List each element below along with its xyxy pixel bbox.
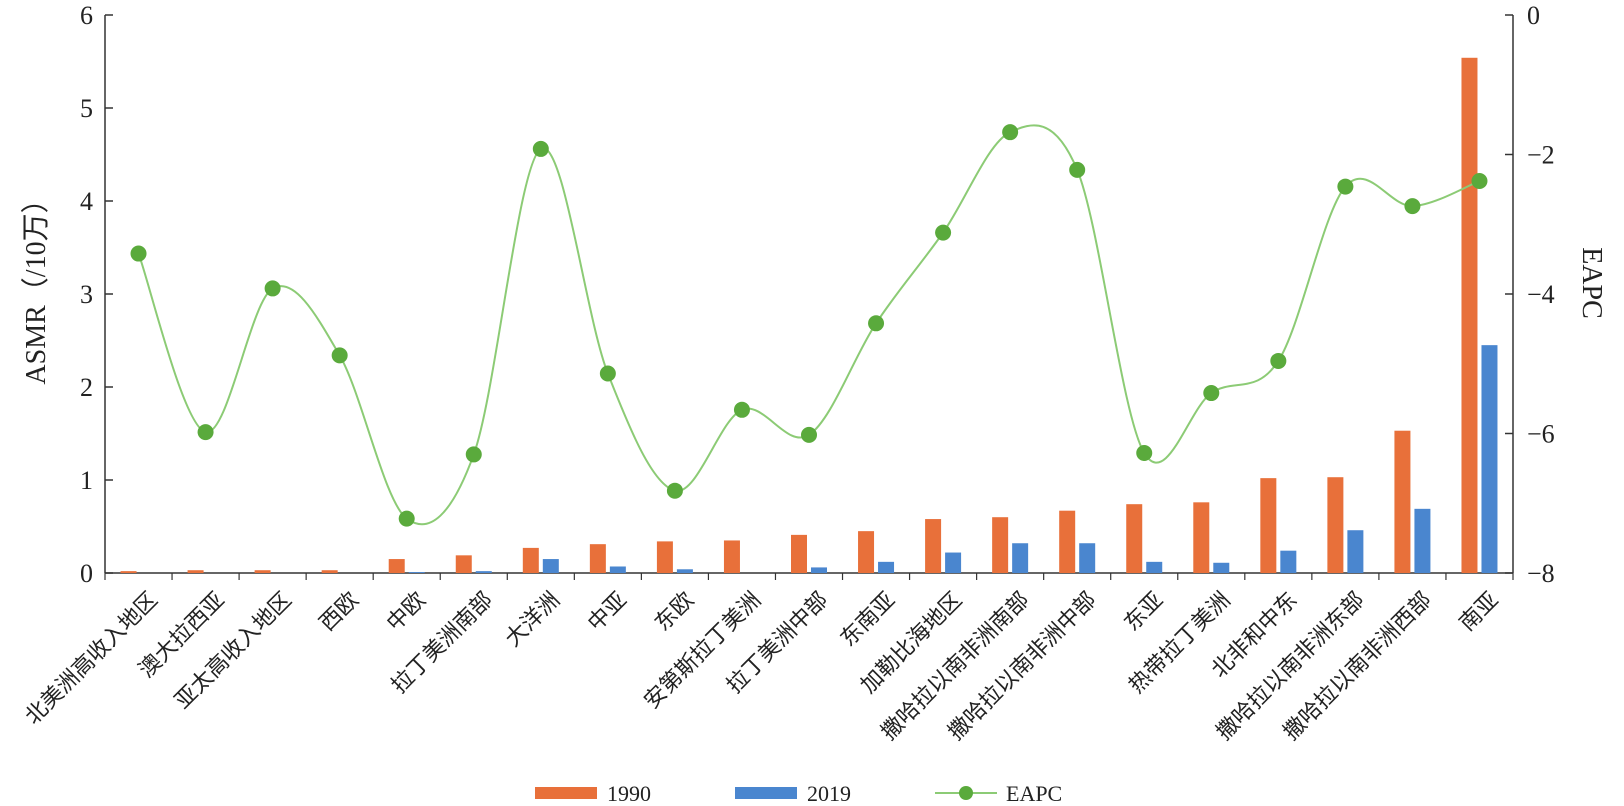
category-label: 东欧 — [650, 588, 699, 637]
bar-1990 — [1126, 504, 1143, 573]
bar-1990 — [1394, 430, 1411, 573]
legend-swatch-2019 — [735, 787, 797, 799]
bar-1990 — [388, 559, 405, 573]
bar-2019 — [1012, 543, 1029, 573]
bar-1990 — [187, 570, 204, 573]
eapc-point — [733, 401, 750, 418]
right-tick-label: −4 — [1527, 280, 1555, 309]
bar-2019 — [1280, 550, 1297, 573]
eapc-point — [1136, 445, 1153, 462]
left-axis-title: ASMR（/10万） — [20, 185, 52, 384]
eapc-point — [1337, 178, 1354, 195]
bar-2019 — [1481, 345, 1498, 573]
bar-2019 — [1414, 508, 1431, 573]
category-label: 安第斯拉丁美洲 — [640, 588, 767, 715]
right-tick-label: −2 — [1527, 141, 1555, 170]
eapc-point — [1404, 198, 1421, 215]
eapc-point — [197, 424, 214, 441]
eapc-point — [599, 365, 616, 382]
category-label: 中亚 — [583, 588, 632, 637]
legend-label-1990: 1990 — [607, 781, 651, 806]
bar-2019 — [945, 552, 962, 573]
axes-layer: 0 1 2 3 4 5 6 −8 −6 −4 −2 0 — [80, 1, 1555, 588]
left-tick-label: 5 — [80, 94, 93, 123]
legend-label-eapc: EAPC — [1006, 781, 1062, 806]
category-label: 南亚 — [1455, 588, 1504, 637]
bar-1990 — [455, 555, 472, 573]
bar-1990 — [1260, 478, 1277, 573]
legend-swatch-1990 — [535, 787, 597, 799]
bar-2019 — [542, 559, 559, 573]
bar-2019 — [475, 571, 492, 573]
bar-2019 — [811, 567, 827, 573]
bar-2019 — [1079, 543, 1096, 573]
legend-marker-eapc — [959, 786, 973, 800]
bar-1990 — [992, 517, 1009, 573]
right-axis-title: EAPC — [1576, 247, 1607, 319]
bar-2019 — [408, 572, 425, 573]
left-tick-label: 4 — [80, 187, 93, 216]
bar-1990 — [656, 541, 673, 573]
eapc-point — [264, 280, 281, 297]
eapc-point — [1069, 161, 1086, 178]
bar-1990 — [1461, 57, 1478, 573]
bar-1990 — [589, 544, 606, 573]
bar-2019 — [1146, 561, 1163, 573]
eapc-point — [130, 245, 147, 262]
eapc-point — [868, 315, 885, 332]
eapc-line-layer — [130, 124, 1488, 527]
right-tick-label: 0 — [1527, 1, 1540, 30]
eapc-point — [1270, 352, 1287, 369]
bar-1990 — [791, 534, 807, 573]
category-label: 东亚 — [1120, 588, 1169, 637]
legend-label-2019: 2019 — [807, 781, 851, 806]
eapc-point — [1471, 173, 1488, 190]
category-label: 中欧 — [382, 588, 431, 637]
category-label: 亚太高收入地区 — [170, 588, 297, 715]
right-tick-label: −8 — [1527, 559, 1555, 588]
bar-1990 — [1327, 477, 1344, 573]
bar-1990 — [858, 531, 875, 573]
eapc-point — [398, 510, 415, 527]
category-label: 东南亚 — [836, 588, 900, 652]
category-label: 西欧 — [315, 588, 364, 637]
bar-1990 — [1193, 502, 1210, 573]
bar-1990 — [925, 519, 942, 573]
bar-1990 — [254, 570, 271, 573]
left-tick-label: 3 — [80, 280, 93, 309]
eapc-point — [532, 140, 549, 157]
eapc-line — [137, 124, 1480, 526]
legend: 1990 2019 EAPC — [535, 781, 1062, 806]
bar-2019 — [609, 566, 626, 573]
left-tick-label: 1 — [80, 466, 93, 495]
left-tick-label: 0 — [80, 559, 93, 588]
bar-1990 — [723, 540, 740, 573]
bar-2019 — [1347, 530, 1364, 573]
bar-1990 — [522, 547, 539, 573]
left-tick-label: 2 — [80, 373, 93, 402]
bar-2019 — [878, 561, 895, 573]
bar-1990 — [1059, 510, 1076, 573]
bar-1990 — [321, 570, 338, 573]
bars-layer — [120, 57, 1498, 573]
eapc-point — [1002, 124, 1019, 141]
bar-2019 — [1213, 562, 1230, 573]
left-tick-label: 6 — [80, 1, 93, 30]
eapc-point — [935, 224, 952, 241]
bar-2019 — [676, 569, 693, 573]
eapc-point — [465, 446, 482, 463]
eapc-point — [666, 482, 683, 499]
bar-1990 — [120, 571, 137, 573]
eapc-point — [331, 347, 348, 364]
eapc-point — [801, 426, 817, 443]
right-tick-label: −6 — [1527, 420, 1555, 449]
category-label: 大洋洲 — [501, 588, 565, 652]
eapc-point — [1203, 385, 1220, 402]
